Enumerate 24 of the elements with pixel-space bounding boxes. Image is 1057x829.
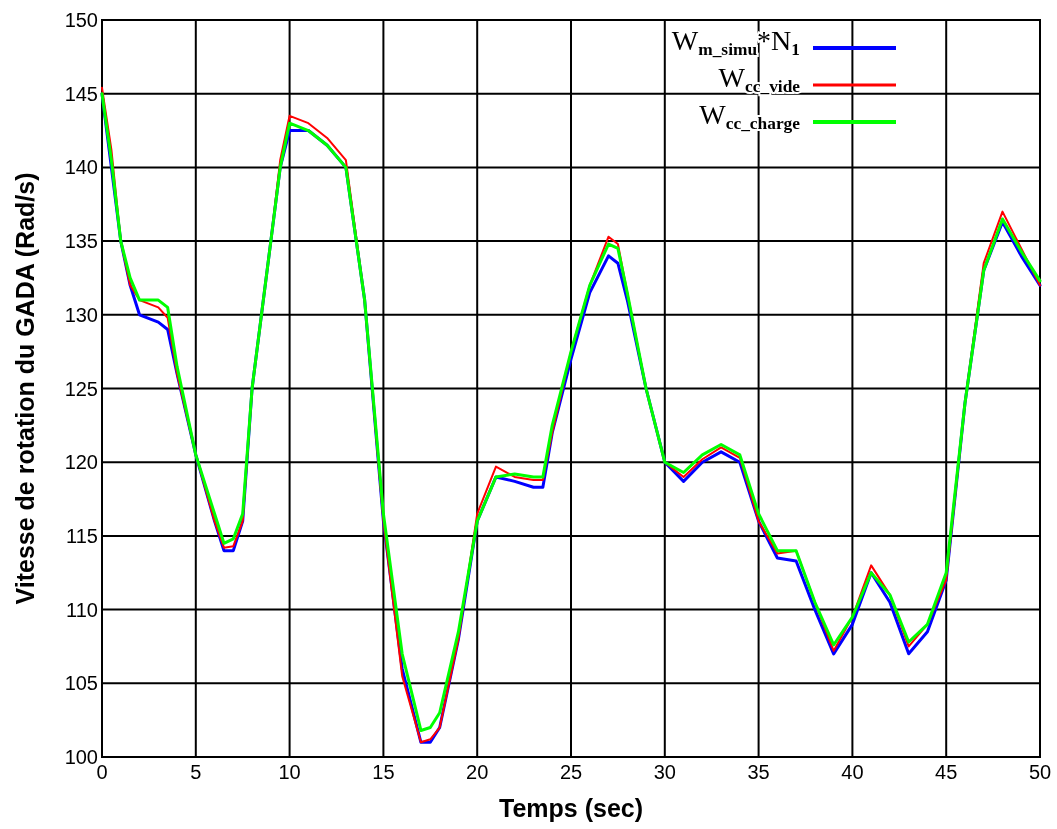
x-tick-label: 5	[190, 761, 202, 783]
y-tick-label: 140	[64, 156, 98, 179]
y-tick-label: 130	[64, 303, 98, 326]
x-tick-label: 0	[96, 761, 108, 783]
y-tick-label: 135	[64, 230, 98, 253]
y-axis-title: Vitesse de rotation du GADA (Rad/s)	[11, 172, 39, 605]
y-tick-label: 110	[66, 598, 98, 621]
x-tick-label: 25	[559, 761, 583, 783]
y-tick-label: 125	[64, 377, 98, 400]
y-tick-label: 115	[66, 524, 98, 547]
y-tick-label: 100	[64, 746, 98, 768]
x-tick-label: 45	[935, 761, 958, 783]
x-axis-title: Temps (sec)	[498, 794, 644, 822]
y-tick-label: 120	[64, 451, 98, 474]
y-tick-label: 105	[64, 672, 98, 695]
x-tick-label: 20	[466, 761, 489, 783]
x-tick-label: 10	[278, 761, 301, 783]
x-tick-label: 50	[1028, 761, 1052, 783]
y-tick-label: 150	[64, 9, 98, 31]
y-tick-label: 145	[64, 82, 98, 105]
x-tick-label: 40	[841, 761, 864, 783]
x-tick-label: 35	[747, 761, 770, 783]
x-tick-label: 15	[372, 761, 395, 783]
x-tick-label: 30	[653, 761, 676, 783]
